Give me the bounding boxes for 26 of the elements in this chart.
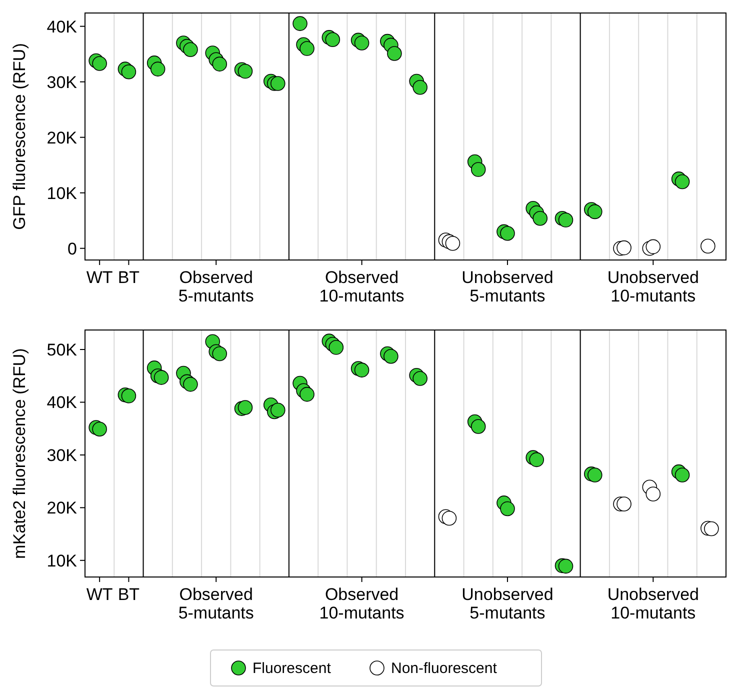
x-tick-label: Observed 10-mutants xyxy=(319,268,404,306)
x-tick-label: Unobserved 5-mutants xyxy=(462,585,554,623)
x-tick-label: Unobserved 10-mutants xyxy=(607,268,699,306)
y-tick-label: 30K xyxy=(46,72,78,92)
x-tick-label: Unobserved 5-mutants xyxy=(462,268,554,306)
x-tick-label: BT xyxy=(118,585,140,604)
y-axis-title: mKate2 fluorescence (RFU) xyxy=(10,348,29,559)
y-tick-label: 20K xyxy=(46,128,78,148)
x-tick-label: BT xyxy=(118,268,140,287)
y-tick-label: 50K xyxy=(46,340,78,360)
y-tick-label: 10K xyxy=(46,184,78,203)
x-tick-label: Unobserved 10-mutants xyxy=(607,585,699,623)
x-tick-label: WT xyxy=(86,268,113,287)
x-tick-label: WT xyxy=(86,585,113,604)
y-tick-label: 30K xyxy=(46,446,78,465)
y-axis-title: GFP fluorescence (RFU) xyxy=(10,43,29,230)
x-tick-label: Observed 5-mutants xyxy=(178,268,254,306)
x-tick-label: Observed 5-mutants xyxy=(178,585,254,623)
legend-label: Fluorescent xyxy=(252,660,332,677)
y-tick-label: 20K xyxy=(46,498,78,518)
y-tick-label: 0 xyxy=(68,239,77,258)
x-tick-label: Observed 10-mutants xyxy=(319,585,404,623)
y-tick-label: 10K xyxy=(46,551,78,570)
y-tick-label: 40K xyxy=(46,17,78,36)
y-tick-label: 40K xyxy=(46,393,78,412)
legend-label: Non-fluorescent xyxy=(391,660,498,677)
